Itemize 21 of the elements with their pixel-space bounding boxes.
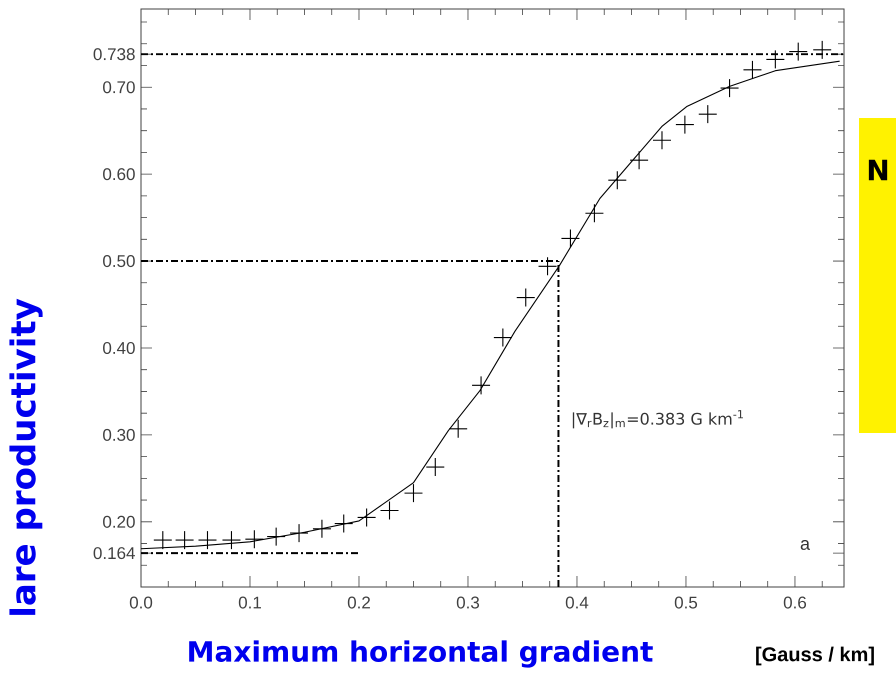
- x-tick-label: 0.4: [566, 596, 588, 609]
- y-tick-label: 0.60: [103, 168, 135, 180]
- annotation: |∇$_{r}$B$_{z}$|$_{m}$=0.383 G km$^{-1}$: [572, 410, 743, 428]
- y-tick-label: 0.30: [103, 428, 135, 441]
- y-tick-label: 0.50: [103, 255, 135, 268]
- x-tick-label: 0.2: [348, 596, 370, 609]
- annotation: a: [800, 540, 810, 550]
- x-tick-label: 0.0: [130, 596, 152, 609]
- x-tick-label: 0.6: [784, 596, 806, 609]
- x-tick-label: 0.3: [456, 596, 480, 609]
- y-tick-label: 0.40: [103, 342, 135, 354]
- y-tick-label: 0.164: [94, 547, 135, 560]
- x-tick-label: 0.1: [238, 596, 261, 609]
- y-tick-label: 0.20: [103, 516, 135, 528]
- text: N: [868, 160, 888, 180]
- text: [Gauss / km]: [756, 646, 874, 666]
- y-tick-label: 0.738: [94, 48, 135, 60]
- x-tick-label: 0.5: [674, 596, 698, 609]
- x-axis-title: Maximum horizontal gradient: [189, 640, 653, 668]
- y-tick-label: 0.70: [103, 81, 135, 94]
- y-axis-title: lare productivity: [9, 298, 43, 615]
